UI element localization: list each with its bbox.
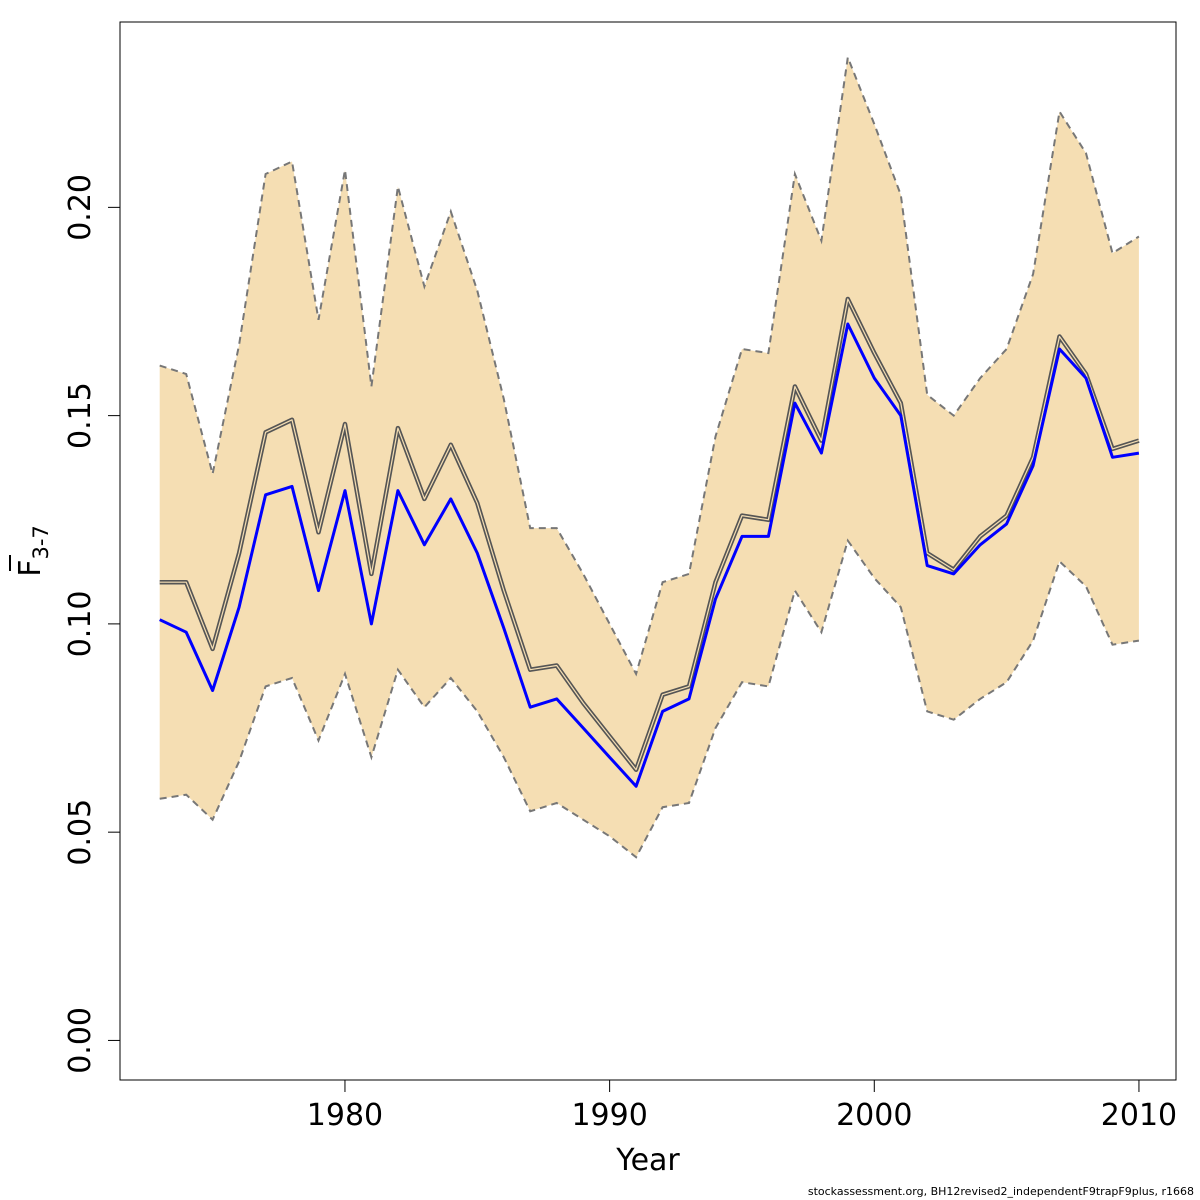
y-tick-label: 0.10 <box>63 591 98 658</box>
confidence-band-layer <box>159 53 1140 859</box>
y-axis-title-subscript: 3-7 <box>29 525 53 559</box>
y-axis-title: F3-7 <box>9 525 53 577</box>
x-axis: 1980 1990 2000 2010 <box>307 1080 1177 1133</box>
band-upper-line <box>159 53 1140 677</box>
svg-text:F3-7: F3-7 <box>13 525 53 577</box>
x-tick-label: 2000 <box>836 1098 912 1133</box>
x-tick-label: 1980 <box>307 1098 383 1133</box>
series-line-1 <box>159 322 1140 788</box>
footnote: stockassessment.org, BH12revised2_indepe… <box>807 1185 1194 1198</box>
y-tick-label: 0.05 <box>63 799 98 866</box>
estimate-line-core <box>159 298 1140 771</box>
band-lower-line <box>159 538 1140 859</box>
confidence-band <box>159 57 1139 858</box>
x-tick-label: 1990 <box>571 1098 647 1133</box>
series-lines-layer <box>159 296 1140 788</box>
y-tick-label: 0.00 <box>63 1007 98 1074</box>
y-axis-title-main: F <box>13 560 48 577</box>
y-tick-label: 0.20 <box>63 174 98 241</box>
plot-frame <box>119 21 1177 1081</box>
y-tick-label: 0.15 <box>63 382 98 449</box>
x-axis-title: Year <box>615 1143 680 1178</box>
y-axis: 0.00 0.05 0.10 0.15 0.20 <box>63 174 120 1074</box>
x-tick-label: 2010 <box>1101 1098 1177 1133</box>
